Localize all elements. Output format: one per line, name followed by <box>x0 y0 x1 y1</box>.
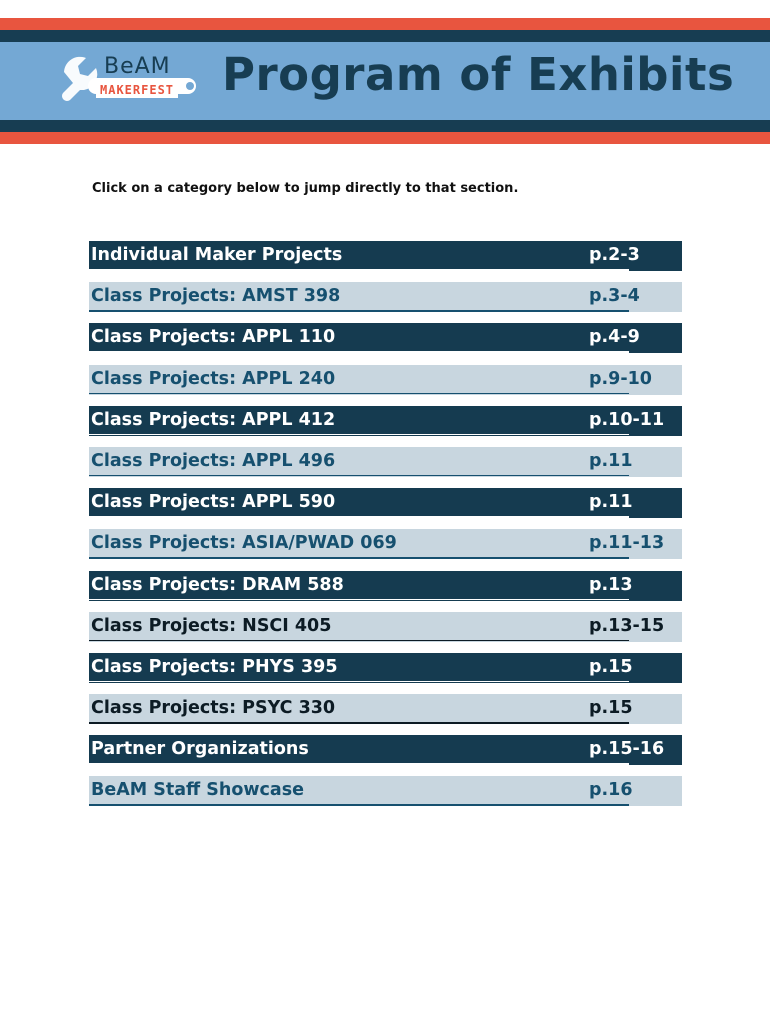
link-underline <box>89 598 629 600</box>
instruction-text: Click on a category below to jump direct… <box>92 181 519 196</box>
toc-link-row[interactable]: Individual Maker Projects p.2-3 <box>89 241 682 271</box>
toc-link-row[interactable]: Class Projects: APPL 412 p.10-11 <box>89 405 682 436</box>
toc-link-row[interactable]: Class Projects: APPL 110 p.4-9 <box>89 323 682 354</box>
toc-page-link[interactable]: p.3-4 <box>589 286 640 307</box>
logo-subtitle: MAKERFEST <box>96 82 179 98</box>
link-underline <box>89 474 629 477</box>
link-underline <box>89 392 629 395</box>
link-underline <box>89 310 629 312</box>
link-underline <box>89 639 629 642</box>
toc-section-link[interactable]: Partner Organizations <box>91 739 309 760</box>
toc-section-link[interactable]: Class Projects: APPL 496 <box>91 450 336 471</box>
toc-section-link[interactable]: Class Projects: PHYS 395 <box>91 656 338 677</box>
toc-page-link[interactable]: p.11 <box>589 492 633 513</box>
toc-link-row[interactable]: Class Projects: PSYC 330 p.15 <box>89 694 682 725</box>
toc-section-link[interactable]: Class Projects: APPL 240 <box>91 368 336 389</box>
toc-link-row[interactable]: Class Projects: APPL 240 p.9-10 <box>89 364 682 395</box>
toc-section-link[interactable]: Class Projects: DRAM 588 <box>91 574 344 595</box>
link-underline <box>89 557 629 559</box>
toc-page-link[interactable]: p.15-16 <box>589 739 665 760</box>
toc-section-link[interactable]: Class Projects: PSYC 330 <box>91 698 336 719</box>
toc-section-link[interactable]: Class Projects: APPL 590 <box>91 492 336 513</box>
table-of-contents: Individual Maker Projects p.2-3 Class Proj… <box>89 241 682 818</box>
toc-link-row[interactable]: Class Projects: DRAM 588 p.13 <box>89 570 682 601</box>
link-underline <box>89 763 629 765</box>
page-title: Program of Exhibits <box>222 48 735 101</box>
banner-stripe-navy <box>0 30 770 42</box>
link-underline <box>89 516 629 518</box>
link-underline <box>89 433 629 436</box>
toc-link-row[interactable]: Class Projects: ASIA/PWAD 069 p.11-13 <box>89 529 682 560</box>
toc-section-link[interactable]: Class Projects: AMST 398 <box>91 286 341 307</box>
beam-makerfest-logo: BeAM MAKERFEST <box>58 50 208 114</box>
toc-page-link[interactable]: p.2-3 <box>589 245 640 265</box>
toc-page-link[interactable]: p.13-15 <box>589 615 665 636</box>
toc-link-row[interactable]: Class Projects: PHYS 395 p.15 <box>89 652 682 683</box>
banner-stripe-red <box>0 18 770 30</box>
toc-page-link[interactable]: p.11-13 <box>589 533 665 554</box>
toc-page-link[interactable]: p.10-11 <box>589 409 665 430</box>
toc-page-link[interactable]: p.11 <box>589 450 633 471</box>
banner-stripe-navy <box>0 120 770 132</box>
toc-page-link[interactable]: p.16 <box>589 780 633 801</box>
toc-section-link[interactable]: Class Projects: APPL 110 <box>91 327 336 348</box>
link-underline <box>89 351 629 353</box>
link-underline <box>89 722 629 724</box>
toc-section-link[interactable]: BeAM Staff Showcase <box>91 780 305 801</box>
toc-section-link[interactable]: Class Projects: NSCI 405 <box>91 615 332 636</box>
toc-section-link[interactable]: Individual Maker Projects <box>91 245 343 265</box>
link-underline <box>89 680 629 683</box>
toc-link-row[interactable]: Class Projects: NSCI 405 p.13-15 <box>89 611 682 642</box>
toc-page-link[interactable]: p.15 <box>589 656 633 677</box>
toc-link-row[interactable]: BeAM Staff Showcase p.16 <box>89 776 682 807</box>
banner-stripe-red <box>0 132 770 144</box>
toc-page-link[interactable]: p.13 <box>589 574 633 595</box>
toc-link-row[interactable]: Class Projects: AMST 398 p.3-4 <box>89 282 682 313</box>
toc-section-link[interactable]: Class Projects: ASIA/PWAD 069 <box>91 533 397 554</box>
toc-page-link[interactable]: p.4-9 <box>589 327 640 348</box>
toc-link-row[interactable]: Class Projects: APPL 496 p.11 <box>89 446 682 477</box>
toc-page-link[interactable]: p.9-10 <box>589 368 652 389</box>
toc-link-row[interactable]: Class Projects: APPL 590 p.11 <box>89 488 682 519</box>
link-underline <box>89 804 629 806</box>
header-banner: BeAM MAKERFEST Program of Exhibits <box>0 18 770 144</box>
link-underline <box>89 269 629 271</box>
toc-section-link[interactable]: Class Projects: APPL 412 <box>91 409 336 430</box>
toc-link-row[interactable]: Partner Organizations p.15-16 <box>89 735 682 766</box>
logo-wordmark: BeAM <box>104 54 171 79</box>
toc-page-link[interactable]: p.15 <box>589 698 633 719</box>
